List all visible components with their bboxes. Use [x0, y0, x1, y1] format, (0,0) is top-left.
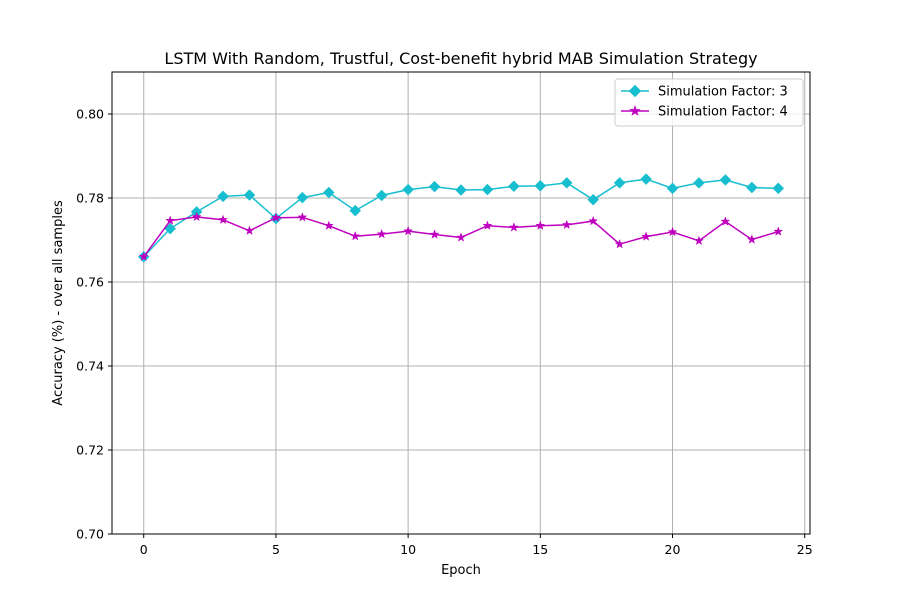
series-2 — [138, 211, 784, 262]
y-axis-label: Accuracy (%) - over all samples — [51, 200, 66, 406]
y-tick-label: 0.72 — [76, 443, 104, 458]
data-point-star — [165, 215, 176, 225]
data-point-diamond — [693, 177, 705, 189]
y-tick-label: 0.74 — [76, 359, 104, 374]
data-point-diamond — [375, 189, 388, 202]
data-point-diamond — [587, 193, 600, 206]
data-point-star — [508, 222, 519, 232]
data-point-star — [773, 226, 784, 236]
data-point-diamond — [322, 186, 335, 199]
ticks: 0 5 10 15 20 25 0.70 0.72 0.74 0.76 0.78 0.80 — [76, 107, 813, 558]
data-point-star — [561, 219, 572, 230]
x-tick-label: 15 — [532, 542, 548, 557]
grid — [112, 72, 810, 535]
data-point-star — [270, 212, 281, 222]
data-point-star — [482, 220, 493, 230]
legend-marker-star-icon — [629, 104, 641, 116]
plot-frame — [111, 71, 811, 535]
y-tick-label: 0.76 — [76, 275, 104, 290]
data-point-star — [667, 226, 678, 237]
data-point-diamond — [640, 173, 652, 185]
legend: Simulation Factor: 3 Simulation Factor: … — [614, 78, 804, 127]
data-point-diamond — [243, 189, 256, 201]
data-point-diamond — [508, 180, 520, 193]
data-point-diamond — [217, 190, 229, 203]
legend-box — [614, 78, 804, 127]
data-point-star — [323, 220, 334, 230]
x-axis-label: Epoch — [441, 563, 481, 578]
series-layer — [137, 173, 785, 263]
legend-marker-diamond-icon — [628, 84, 642, 98]
legend-label-series-4: Simulation Factor: 4 — [658, 105, 788, 120]
data-point-star — [693, 235, 704, 246]
data-point-star — [641, 231, 652, 241]
x-tick-label: 10 — [400, 542, 416, 557]
data-point-diamond — [772, 182, 785, 195]
data-point-star — [455, 232, 467, 242]
data-point-star — [244, 225, 255, 236]
data-point-diamond — [349, 204, 362, 217]
x-tick-label: 5 — [272, 542, 280, 557]
data-point-diamond — [481, 183, 494, 196]
data-point-star — [297, 212, 308, 222]
chart-title: LSTM With Random, Trustful, Cost-benefit… — [164, 49, 757, 68]
data-point-star — [350, 230, 361, 241]
data-point-star — [429, 229, 440, 239]
data-point-diamond — [402, 183, 414, 196]
data-point-diamond — [428, 180, 441, 193]
series-1 — [137, 173, 785, 263]
y-tick-label: 0.70 — [76, 527, 104, 542]
data-point-star — [138, 251, 149, 262]
data-point-diamond — [534, 179, 547, 192]
data-point-star — [588, 215, 599, 226]
x-tick-label: 0 — [140, 542, 148, 557]
data-point-star — [746, 234, 757, 244]
data-point-star — [535, 220, 546, 230]
data-point-diamond — [296, 191, 309, 204]
data-point-diamond — [560, 177, 573, 189]
data-point-star — [191, 211, 202, 222]
y-tick-label: 0.80 — [76, 107, 104, 122]
x-tick-label: 20 — [665, 542, 681, 557]
data-point-diamond — [719, 174, 732, 186]
data-point-diamond — [745, 181, 758, 194]
data-point-diamond — [455, 184, 467, 196]
legend-label-series-3: Simulation Factor: 3 — [658, 85, 788, 100]
data-point-star — [614, 238, 625, 249]
data-point-star — [218, 214, 229, 225]
data-point-diamond — [666, 182, 679, 195]
x-tick-label: 25 — [797, 542, 813, 557]
data-point-star — [403, 225, 414, 236]
data-point-diamond — [613, 177, 626, 189]
data-point-star — [376, 228, 387, 239]
data-point-star — [720, 216, 731, 226]
y-tick-label: 0.78 — [76, 191, 104, 206]
